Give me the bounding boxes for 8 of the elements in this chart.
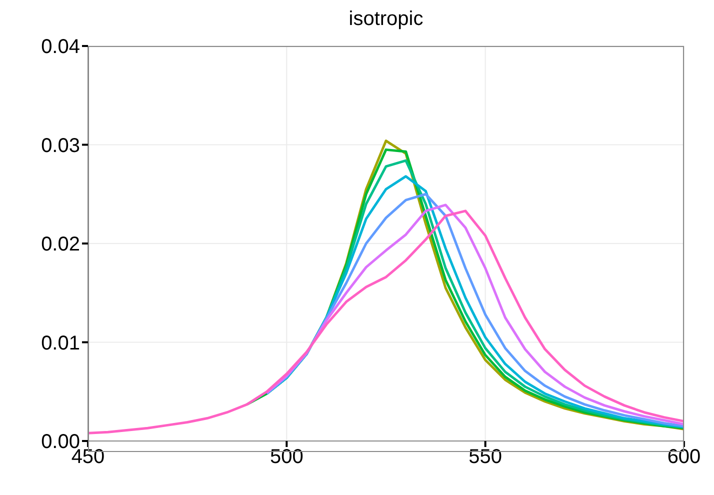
y-tick-label: 0.04 bbox=[41, 36, 80, 58]
line-series bbox=[88, 210, 684, 434]
y-tick-label: 0.01 bbox=[41, 332, 80, 354]
y-tick-label: 0.03 bbox=[41, 134, 80, 157]
y-tick-label: 0.02 bbox=[41, 234, 80, 256]
chart-title: isotropic bbox=[348, 8, 424, 32]
x-tick-label: 600 bbox=[667, 446, 701, 468]
x-tick-label: 550 bbox=[468, 446, 502, 468]
